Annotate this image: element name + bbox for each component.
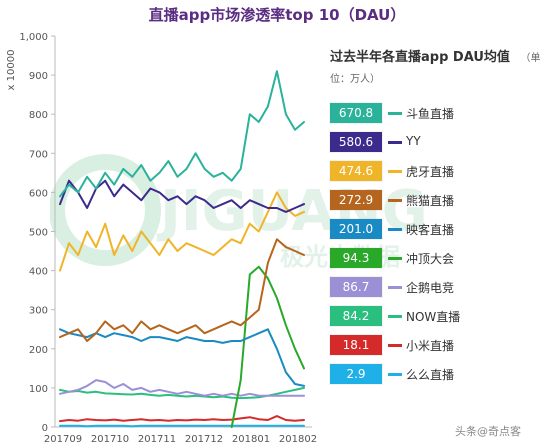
legend-swatch [388, 315, 402, 318]
legend-swatch [388, 286, 402, 289]
y-tick-label: 800 [29, 110, 48, 121]
legend-item: 670.8 斗鱼直播 [330, 103, 550, 125]
y-tick-label: 600 [29, 188, 48, 199]
legend-swatch [388, 199, 402, 202]
series-line-斗鱼直播 [59, 70, 305, 198]
y-axis-label: x 10000 [6, 50, 17, 91]
legend-value-badge: 84.2 [330, 306, 382, 326]
legend-title-text: 过去半年各直播app DAU均值 [330, 50, 510, 65]
legend-label: 斗鱼直播 [406, 107, 455, 121]
x-tick-label: 201712 [185, 434, 223, 445]
legend-title: 过去半年各直播app DAU均值 （单位：万人） [330, 48, 550, 90]
legend-swatch [388, 373, 402, 376]
legend-value-badge: 201.0 [330, 219, 382, 239]
legend-item: 86.7 企鹅电竞 [330, 277, 550, 299]
x-tick-label: 201710 [91, 434, 129, 445]
legend-swatch [388, 170, 402, 173]
legend-value-badge: 272.9 [330, 190, 382, 210]
legend-value-badge: 580.6 [330, 132, 382, 152]
series-line-冲顶大会 [230, 265, 305, 428]
legend-label: NOW直播 [406, 310, 461, 324]
legend-item: 272.9 熊猫直播 [330, 190, 550, 212]
y-tick-label: 400 [29, 267, 48, 278]
y-tick-label: 200 [29, 345, 48, 356]
series-line-熊猫直播 [59, 238, 305, 342]
legend-label: 企鹅电竞 [406, 281, 455, 295]
series-line-虎牙直播 [59, 191, 305, 272]
legend-unit: （单位：万人） [330, 53, 541, 85]
legend-item: 2.9 么么直播 [330, 364, 550, 386]
series-line-映客直播 [59, 328, 305, 387]
legend-value-badge: 2.9 [330, 364, 382, 384]
legend-swatch [388, 112, 402, 115]
legend-item: 84.2 NOW直播 [330, 306, 550, 328]
legend-swatch [388, 141, 402, 144]
chart-title: 直播app市场渗透率top 10（DAU） [148, 6, 406, 24]
legend-label: 么么直播 [406, 368, 455, 382]
legend-value-badge: 670.8 [330, 103, 382, 123]
x-tick-label: 201801 [232, 434, 270, 445]
x-tick-label: 201711 [138, 434, 176, 445]
y-tick-label: 700 [29, 149, 48, 160]
series-line-企鹅电竞 [59, 379, 305, 397]
y-tick-label: 300 [29, 306, 48, 317]
legend-item: 580.6 YY [330, 132, 550, 154]
y-tick-label: 500 [29, 228, 48, 239]
legend-item: 18.1 小米直播 [330, 335, 550, 357]
x-tick-label: 201802 [279, 434, 317, 445]
legend-label: 虎牙直播 [406, 165, 455, 179]
y-tick-label: 100 [29, 384, 48, 395]
legend-item: 94.3 冲顶大会 [330, 248, 550, 270]
legend-label: 小米直播 [406, 339, 455, 353]
y-tick-label: 900 [29, 71, 48, 82]
legend-label: 冲顶大会 [406, 252, 455, 266]
legend-value-badge: 18.1 [330, 335, 382, 355]
legend-label: 熊猫直播 [406, 194, 455, 208]
series-line-小米直播 [59, 415, 305, 423]
legend-swatch [388, 228, 402, 231]
legend-label: 映客直播 [406, 223, 455, 237]
y-tick-label: 0 [42, 423, 48, 434]
x-tick-label: 201709 [44, 434, 82, 445]
legend-swatch [388, 344, 402, 347]
legend-swatch [388, 257, 402, 260]
y-tick-label: 1,000 [19, 32, 48, 43]
legend-item: 474.6 虎牙直播 [330, 161, 550, 183]
legend-item: 201.0 映客直播 [330, 219, 550, 241]
legend-value-badge: 474.6 [330, 161, 382, 181]
footer-watermark: 头条@奇点客 [455, 425, 521, 438]
series-line-YY [59, 179, 305, 213]
legend-label: YY [406, 134, 421, 148]
legend-value-badge: 86.7 [330, 277, 382, 297]
legend-value-badge: 94.3 [330, 248, 382, 268]
